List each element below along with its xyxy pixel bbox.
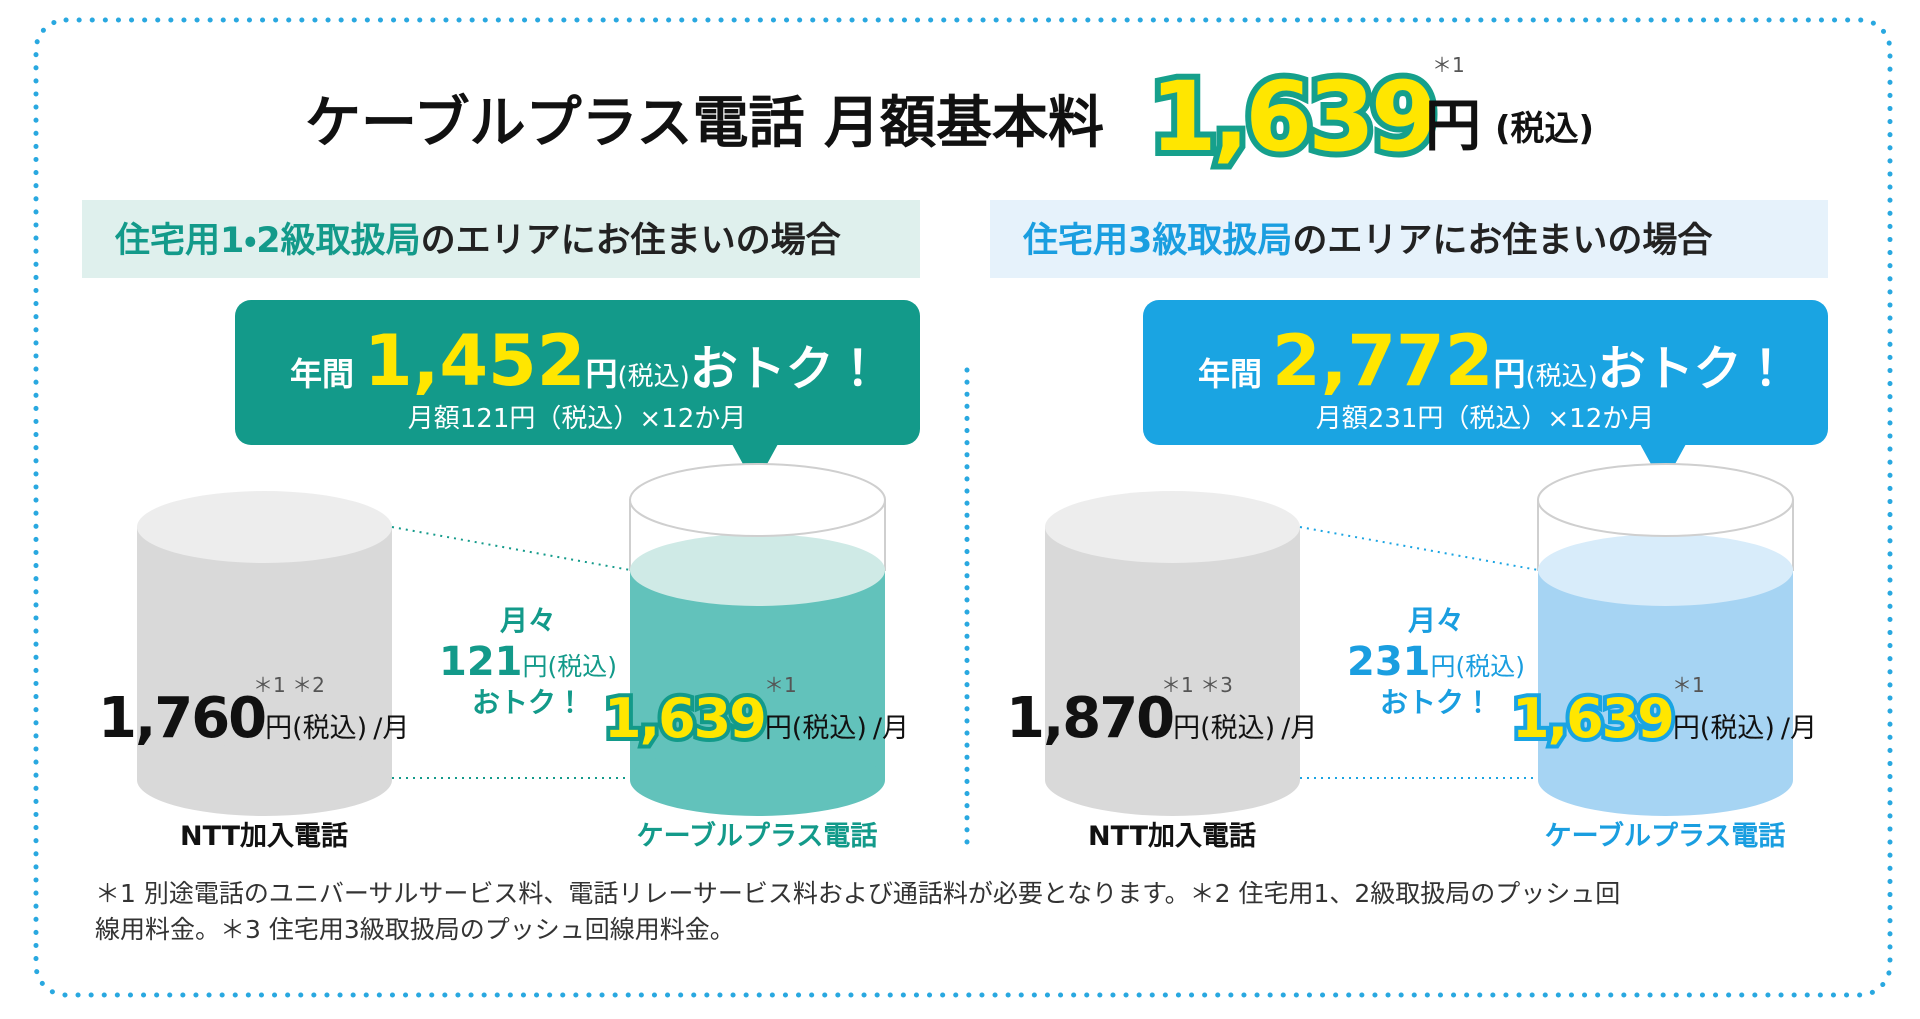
ntt-price-line: 1,870円(税込)/月 — [1006, 686, 1317, 751]
title: ケーブルプラス電話 月額基本料 — [305, 91, 1104, 156]
title-tax: (税込) — [1495, 109, 1594, 149]
savings-tax: (税込) — [617, 362, 689, 392]
ntt-cylinder-base — [137, 744, 392, 816]
monthly-line2: 231円(税込) — [1347, 639, 1525, 685]
ntt-per: /月 — [1281, 713, 1317, 744]
savings-amount: 2,772 — [1272, 320, 1493, 402]
cable-price: 1,639 — [1512, 687, 1673, 750]
ntt-price-line: 1,760円(税込)/月 — [98, 686, 409, 751]
cable-price-line: 1,639円(税込)/月 — [604, 687, 909, 750]
ntt-unit: 円(税込) — [265, 713, 367, 744]
cable-lid-top — [629, 463, 886, 537]
savings-line: 年間 2,772円(税込)おトク！ — [1198, 320, 1790, 402]
savings-detail: 月額231円（税込）×12か月 — [1316, 404, 1655, 434]
cable-label: ケーブルプラス電話 — [637, 820, 878, 852]
title-unit: 円 — [1425, 94, 1481, 159]
monthly-amount: 121 — [439, 639, 523, 685]
monthly-line1: 月々 — [499, 604, 556, 637]
cable-cylinder-base — [1538, 744, 1793, 816]
cable-lid-top — [1537, 463, 1794, 537]
ntt-notes: ＊1 ＊2 — [253, 673, 325, 697]
area-heading: 住宅用3級取扱局のエリアにお住まいの場合 — [1022, 221, 1713, 261]
savings-suffix: おトク！ — [1598, 341, 1790, 397]
footnote: ＊1 別途電話のユニバーサルサービス料、電話リレーサービス料および通話料が必要と… — [95, 879, 1620, 908]
savings-tax: (税込) — [1525, 362, 1597, 392]
savings-line: 年間 1,452円(税込)おトク！ — [290, 320, 882, 402]
ntt-label: NTT加入電話 — [1088, 821, 1256, 852]
area-highlight: 住宅用1・2級取扱局 — [114, 221, 421, 261]
title-price: 1,639 — [1150, 61, 1434, 173]
monthly-amount: 231 — [1347, 639, 1431, 685]
connector — [1299, 526, 1539, 571]
cable-notes: ＊1 — [764, 673, 797, 697]
area-band — [82, 200, 920, 278]
ntt-cylinder — [137, 527, 392, 780]
savings-prefix: 年間 — [1198, 355, 1262, 393]
cable-price: 1,639 — [604, 687, 765, 750]
cable-per: /月 — [1781, 713, 1817, 744]
savings-bubble — [235, 300, 920, 445]
monthly-line3: おトク！ — [472, 686, 584, 719]
savings-suffix: おトク！ — [690, 341, 882, 397]
ntt-per: /月 — [373, 713, 409, 744]
cable-cylinder-base — [630, 744, 885, 816]
title-note: ＊1 — [1432, 53, 1465, 77]
ntt-notes: ＊1 ＊3 — [1161, 673, 1233, 697]
ntt-cylinder-base — [1045, 744, 1300, 816]
savings-bubble — [1143, 300, 1828, 445]
monthly-line1: 月々 — [1407, 604, 1464, 637]
area-highlight: 住宅用3級取扱局 — [1022, 221, 1292, 261]
title-block: ケーブルプラス電話 月額基本料 1,639 円 ＊1 (税込) — [305, 53, 1594, 179]
connector — [391, 526, 631, 571]
cable-unit: 円(税込) — [1673, 713, 1775, 744]
cable-cylinder-top — [1538, 534, 1793, 606]
monthly-unit: 円(税込) — [1430, 652, 1525, 681]
area-rest: のエリアにお住まいの場合 — [421, 221, 842, 261]
ntt-cylinder — [1045, 527, 1300, 780]
footnote: 線用料金。＊3 住宅用3級取扱局のプッシュ回線用料金。 — [95, 915, 735, 944]
cable-cylinder-top — [630, 534, 885, 606]
monthly-unit: 円(税込) — [522, 652, 617, 681]
ntt-price: 1,760 — [98, 686, 265, 751]
cable-notes: ＊1 — [1672, 673, 1705, 697]
area-rest: のエリアにお住まいの場合 — [1292, 221, 1713, 261]
savings-amount: 1,452 — [364, 320, 585, 402]
monthly-line2: 121円(税込) — [439, 639, 617, 685]
ntt-label: NTT加入電話 — [180, 821, 348, 852]
savings-detail: 月額121円（税込）×12か月 — [408, 404, 747, 434]
area-heading: 住宅用1・2級取扱局のエリアにお住まいの場合 — [114, 221, 842, 261]
monthly-line3: おトク！ — [1380, 686, 1492, 719]
ntt-cylinder-top — [137, 491, 392, 563]
cable-unit: 円(税込) — [765, 713, 867, 744]
ntt-price: 1,870 — [1006, 686, 1173, 751]
ntt-unit: 円(税込) — [1173, 713, 1275, 744]
cable-label: ケーブルプラス電話 — [1545, 820, 1786, 852]
savings-unit: 円 — [585, 355, 617, 393]
ntt-cylinder-top — [1045, 491, 1300, 563]
savings-unit: 円 — [1493, 355, 1525, 393]
savings-prefix: 年間 — [290, 355, 354, 393]
cable-price-line: 1,639円(税込)/月 — [1512, 687, 1817, 750]
area-band — [990, 200, 1828, 278]
cable-per: /月 — [873, 713, 909, 744]
